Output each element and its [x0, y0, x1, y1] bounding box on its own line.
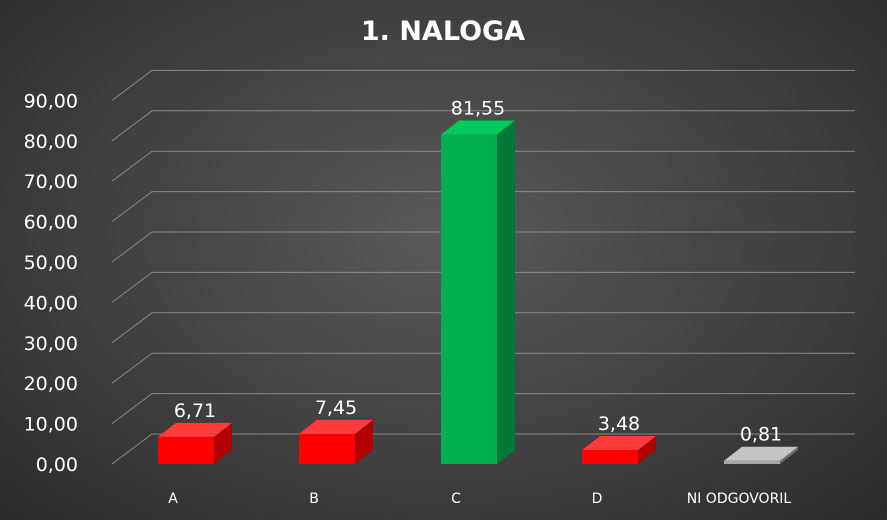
data-label: 81,55: [451, 98, 505, 120]
x-tick-label: A: [168, 491, 178, 507]
y-tick-label: 90,00: [24, 90, 78, 112]
gridline: [111, 352, 855, 384]
data-labels: 6,71 7,45 81,55 3,48 0,81: [174, 98, 782, 446]
y-tick-label: 30,00: [24, 333, 78, 355]
y-tick-label: 0,00: [36, 454, 78, 476]
x-tick-label: C: [451, 491, 461, 507]
x-tick-label: B: [309, 491, 319, 507]
y-tick-label: 70,00: [24, 171, 78, 193]
chart-title: 1. NALOGA: [361, 16, 525, 47]
y-tick-label: 50,00: [24, 252, 78, 274]
data-label: 6,71: [174, 400, 216, 422]
gridline: [111, 110, 855, 142]
gridline: [111, 150, 855, 182]
bar: [724, 446, 798, 464]
y-tick-label: 80,00: [24, 131, 78, 153]
y-tick-label: 40,00: [24, 292, 78, 314]
gridline: [111, 393, 855, 424]
bar: [158, 422, 232, 464]
y-axis-ticks: 0,00 10,00 20,00 30,00 40,00 50,00 60,00 70,00 8…: [24, 90, 78, 476]
y-tick-label: 20,00: [24, 373, 78, 395]
bars: [158, 120, 798, 465]
x-axis-ticks: A B C D NI ODGOVORIL: [168, 491, 791, 507]
data-label: 0,81: [740, 424, 782, 446]
gridline: [111, 69, 855, 101]
gridline: [111, 271, 855, 303]
x-tick-label: D: [592, 491, 603, 507]
bar: [299, 419, 373, 464]
gridline: [111, 312, 855, 344]
gridlines: [111, 69, 855, 465]
x-tick-label: NI ODGOVORIL: [687, 491, 792, 507]
gridline: [111, 433, 855, 465]
bar: [441, 120, 515, 465]
data-label: 3,48: [598, 413, 640, 435]
data-label: 7,45: [315, 397, 357, 419]
y-tick-label: 60,00: [24, 212, 78, 234]
gridline: [111, 191, 855, 222]
gridline: [111, 231, 855, 263]
bar: [582, 435, 656, 464]
y-tick-label: 10,00: [24, 414, 78, 436]
